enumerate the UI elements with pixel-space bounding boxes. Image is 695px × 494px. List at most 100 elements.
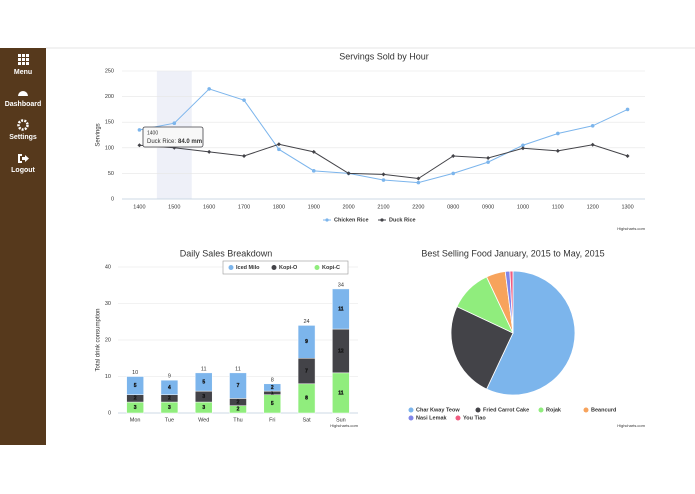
y-tick-label: 200 xyxy=(105,94,114,100)
segment-label: 7 xyxy=(237,383,240,389)
sidebar xyxy=(0,48,46,445)
y-tick-label: 100 xyxy=(105,145,114,151)
point xyxy=(381,172,386,177)
logout-item[interactable]: Logout xyxy=(11,154,36,174)
x-tick-label: 1100 xyxy=(552,204,564,210)
pie-slice xyxy=(450,306,514,390)
pie-slice xyxy=(486,270,576,396)
legend-marker xyxy=(583,407,589,413)
legend-marker xyxy=(314,265,320,270)
bar-segment xyxy=(160,379,179,395)
point xyxy=(276,142,281,147)
segment-label: 2 xyxy=(237,399,240,405)
legend-marker xyxy=(271,265,277,270)
point xyxy=(416,176,421,181)
y-tick-label: 40 xyxy=(105,264,111,270)
segment-label: 2 xyxy=(271,385,274,391)
tooltip-text: Duck Rice: 84.0 mm xyxy=(147,139,202,145)
point xyxy=(451,171,456,176)
point xyxy=(207,149,212,154)
chart-title: Servings Sold by Hour xyxy=(339,51,429,61)
settings-icon xyxy=(17,119,29,131)
dashboard-item[interactable]: Dashboard xyxy=(5,90,42,108)
segment-label: 5 xyxy=(271,401,274,407)
point xyxy=(486,160,490,164)
logout-label: Logout xyxy=(11,167,35,174)
legend-label: Beancurd xyxy=(591,407,616,413)
x-tick-label: 1900 xyxy=(308,204,320,210)
legend-label: You Tiao xyxy=(463,415,486,421)
pie-slice xyxy=(509,270,514,334)
segment-label: 12 xyxy=(338,348,344,354)
legend-marker xyxy=(325,218,329,222)
x-tick-label: 1700 xyxy=(238,204,250,210)
x-tick-label: 2000 xyxy=(343,204,355,210)
x-tick-label: 1800 xyxy=(273,204,285,210)
x-tick-label: Tue xyxy=(165,417,174,423)
y-tick-label: 30 xyxy=(105,301,111,307)
x-tick-label: Wed xyxy=(198,417,209,423)
settings-item[interactable]: Settings xyxy=(9,119,37,141)
point xyxy=(137,143,142,148)
legend-marker xyxy=(538,407,544,413)
legend-label: Kopi-C xyxy=(322,265,340,271)
segment-label: 7 xyxy=(305,368,308,374)
point xyxy=(521,143,525,148)
menu-item[interactable]: Menu xyxy=(14,54,32,76)
bar-segment xyxy=(263,383,282,392)
point xyxy=(590,142,595,147)
segment-label: 3 xyxy=(168,405,171,411)
x-tick-label: Thu xyxy=(233,417,242,423)
x-tick-label: 0800 xyxy=(447,204,459,210)
point xyxy=(242,153,247,158)
y-tick-label: 150 xyxy=(105,120,114,126)
segment-label: 3 xyxy=(202,405,205,411)
point xyxy=(590,123,595,128)
x-tick-label: 2100 xyxy=(377,204,389,210)
tooltip: 1400 Duck Rice: 84.0 mm xyxy=(142,126,204,148)
point xyxy=(625,153,630,158)
y-tick-label: 250 xyxy=(105,68,114,74)
legend-marker xyxy=(408,407,414,413)
legend-label: Kopi-O xyxy=(279,265,298,271)
x-tick-label: 1000 xyxy=(517,204,529,210)
total-label: 8 xyxy=(271,377,274,383)
y-tick-label: 0 xyxy=(111,196,114,202)
point xyxy=(520,146,525,151)
point xyxy=(277,147,281,152)
segment-label: 2 xyxy=(168,396,171,402)
segment-label: 9 xyxy=(305,339,308,345)
segment-label: 1 xyxy=(271,390,274,396)
point xyxy=(555,148,560,153)
legend-label: Rojak xyxy=(546,407,562,413)
dashboard-icon xyxy=(17,90,28,96)
point xyxy=(625,107,630,112)
segment-label: 11 xyxy=(338,306,344,312)
point xyxy=(451,153,456,158)
legend-label: Chicken Rice xyxy=(334,217,369,223)
tooltip-box xyxy=(142,126,204,148)
point xyxy=(137,128,142,132)
y-axis-title: Servings xyxy=(96,123,102,146)
point xyxy=(556,131,560,136)
chart-title: Best Selling Food January, 2015 to May, … xyxy=(421,248,604,258)
legend-label: Fried Carrot Cake xyxy=(483,407,529,413)
segment-label: 2 xyxy=(237,407,240,413)
segment-label: 8 xyxy=(305,396,308,402)
credits: Highcharts.com xyxy=(330,423,358,428)
legend-marker xyxy=(455,415,461,421)
total-label: 11 xyxy=(235,366,241,372)
segment-label: 5 xyxy=(202,379,205,385)
bar-segment xyxy=(297,325,316,359)
y-axis-title: Total drink consumption xyxy=(96,308,102,371)
total-label: 9 xyxy=(168,374,171,380)
x-tick-label: Mon xyxy=(130,417,141,423)
point xyxy=(486,156,491,161)
legend-marker xyxy=(408,415,414,421)
credits: Highcharts.com xyxy=(617,423,645,428)
x-tick-label: 1200 xyxy=(587,204,599,210)
credits: Highcharts.com xyxy=(617,226,645,231)
y-tick-label: 10 xyxy=(105,374,111,380)
legend-label: Nasi Lemak xyxy=(416,415,448,421)
